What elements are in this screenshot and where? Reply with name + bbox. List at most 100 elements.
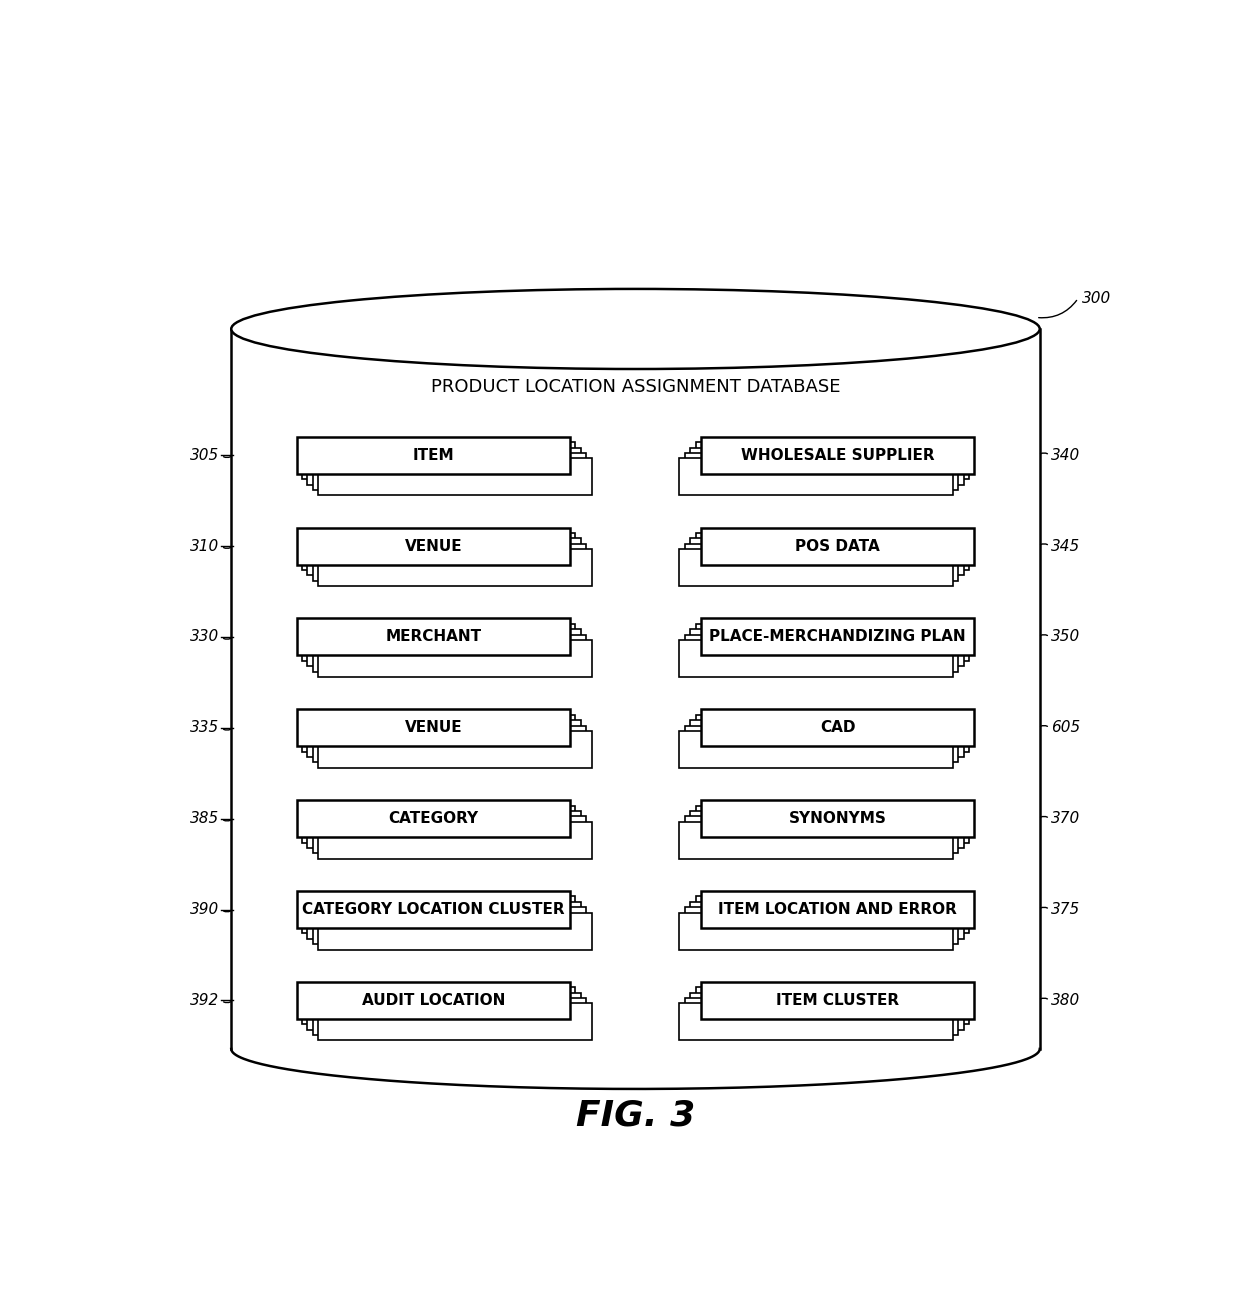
Bar: [319, 913, 591, 949]
Bar: [296, 891, 570, 928]
Text: 392: 392: [191, 992, 219, 1008]
Bar: [701, 709, 975, 746]
Bar: [312, 725, 587, 763]
Text: CAD: CAD: [820, 720, 856, 735]
Text: 300: 300: [1083, 291, 1111, 305]
Bar: [319, 822, 591, 859]
Text: VENUE: VENUE: [404, 539, 463, 554]
Text: 605: 605: [1052, 720, 1080, 735]
Bar: [308, 902, 580, 939]
Bar: [312, 544, 587, 580]
Text: ITEM LOCATION AND ERROR: ITEM LOCATION AND ERROR: [718, 902, 957, 917]
Bar: [296, 528, 570, 565]
Text: 345: 345: [1052, 539, 1080, 554]
Bar: [691, 447, 963, 485]
Text: 385: 385: [191, 811, 219, 827]
Bar: [701, 801, 975, 837]
Bar: [303, 806, 575, 842]
Text: 330: 330: [191, 630, 219, 644]
Bar: [680, 913, 952, 949]
Bar: [696, 987, 968, 1024]
Bar: [319, 640, 591, 677]
Bar: [701, 618, 975, 656]
Bar: [696, 533, 968, 570]
Bar: [691, 992, 963, 1030]
Bar: [684, 635, 959, 672]
Bar: [691, 720, 963, 758]
Text: PRODUCT LOCATION ASSIGNMENT DATABASE: PRODUCT LOCATION ASSIGNMENT DATABASE: [430, 378, 841, 395]
Text: ITEM CLUSTER: ITEM CLUSTER: [776, 992, 899, 1008]
Bar: [319, 732, 591, 768]
Bar: [312, 908, 587, 944]
Text: POS DATA: POS DATA: [795, 539, 880, 554]
Ellipse shape: [231, 289, 1040, 369]
Bar: [701, 437, 975, 473]
Bar: [680, 822, 952, 859]
Text: SYNONYMS: SYNONYMS: [789, 811, 887, 827]
Bar: [303, 533, 575, 570]
Text: FIG. 3: FIG. 3: [575, 1099, 696, 1133]
Bar: [308, 720, 580, 758]
Bar: [680, 549, 952, 585]
Text: 370: 370: [1052, 811, 1080, 827]
Bar: [308, 992, 580, 1030]
Text: CATEGORY LOCATION CLUSTER: CATEGORY LOCATION CLUSTER: [303, 902, 564, 917]
Bar: [312, 816, 587, 853]
Text: 310: 310: [191, 539, 219, 554]
Bar: [691, 539, 963, 575]
Bar: [684, 908, 959, 944]
Bar: [308, 447, 580, 485]
Bar: [303, 442, 575, 479]
Text: ITEM: ITEM: [413, 447, 454, 463]
Bar: [691, 630, 963, 666]
Bar: [701, 982, 975, 1018]
Bar: [696, 715, 968, 751]
Bar: [319, 1004, 591, 1041]
Bar: [296, 982, 570, 1018]
Bar: [696, 806, 968, 842]
Bar: [296, 709, 570, 746]
Text: PLACE-MERCHANDIZING PLAN: PLACE-MERCHANDIZING PLAN: [709, 630, 966, 644]
Bar: [684, 452, 959, 490]
Bar: [308, 539, 580, 575]
Text: 380: 380: [1052, 992, 1080, 1008]
Bar: [684, 816, 959, 853]
Bar: [684, 544, 959, 580]
Bar: [296, 618, 570, 656]
Bar: [696, 623, 968, 661]
Bar: [308, 630, 580, 666]
Bar: [303, 623, 575, 661]
Bar: [303, 715, 575, 751]
Bar: [231, 329, 1040, 1048]
Bar: [319, 549, 591, 585]
Text: CATEGORY: CATEGORY: [388, 811, 479, 827]
Bar: [696, 896, 968, 934]
Bar: [691, 902, 963, 939]
Bar: [684, 725, 959, 763]
Text: AUDIT LOCATION: AUDIT LOCATION: [362, 992, 505, 1008]
Bar: [308, 811, 580, 848]
Bar: [701, 891, 975, 928]
Text: 340: 340: [1052, 447, 1080, 463]
Bar: [303, 896, 575, 934]
Bar: [684, 998, 959, 1035]
Bar: [303, 987, 575, 1024]
Bar: [680, 640, 952, 677]
Text: 390: 390: [191, 902, 219, 917]
Bar: [296, 437, 570, 473]
Text: VENUE: VENUE: [404, 720, 463, 735]
Text: 335: 335: [191, 720, 219, 735]
Bar: [312, 635, 587, 672]
Bar: [296, 801, 570, 837]
Bar: [701, 528, 975, 565]
Bar: [680, 732, 952, 768]
Bar: [312, 998, 587, 1035]
Text: MERCHANT: MERCHANT: [386, 630, 481, 644]
Text: 305: 305: [191, 447, 219, 463]
Text: 350: 350: [1052, 630, 1080, 644]
Text: 375: 375: [1052, 902, 1080, 917]
Bar: [680, 1004, 952, 1041]
Bar: [319, 458, 591, 496]
Bar: [680, 458, 952, 496]
Bar: [691, 811, 963, 848]
